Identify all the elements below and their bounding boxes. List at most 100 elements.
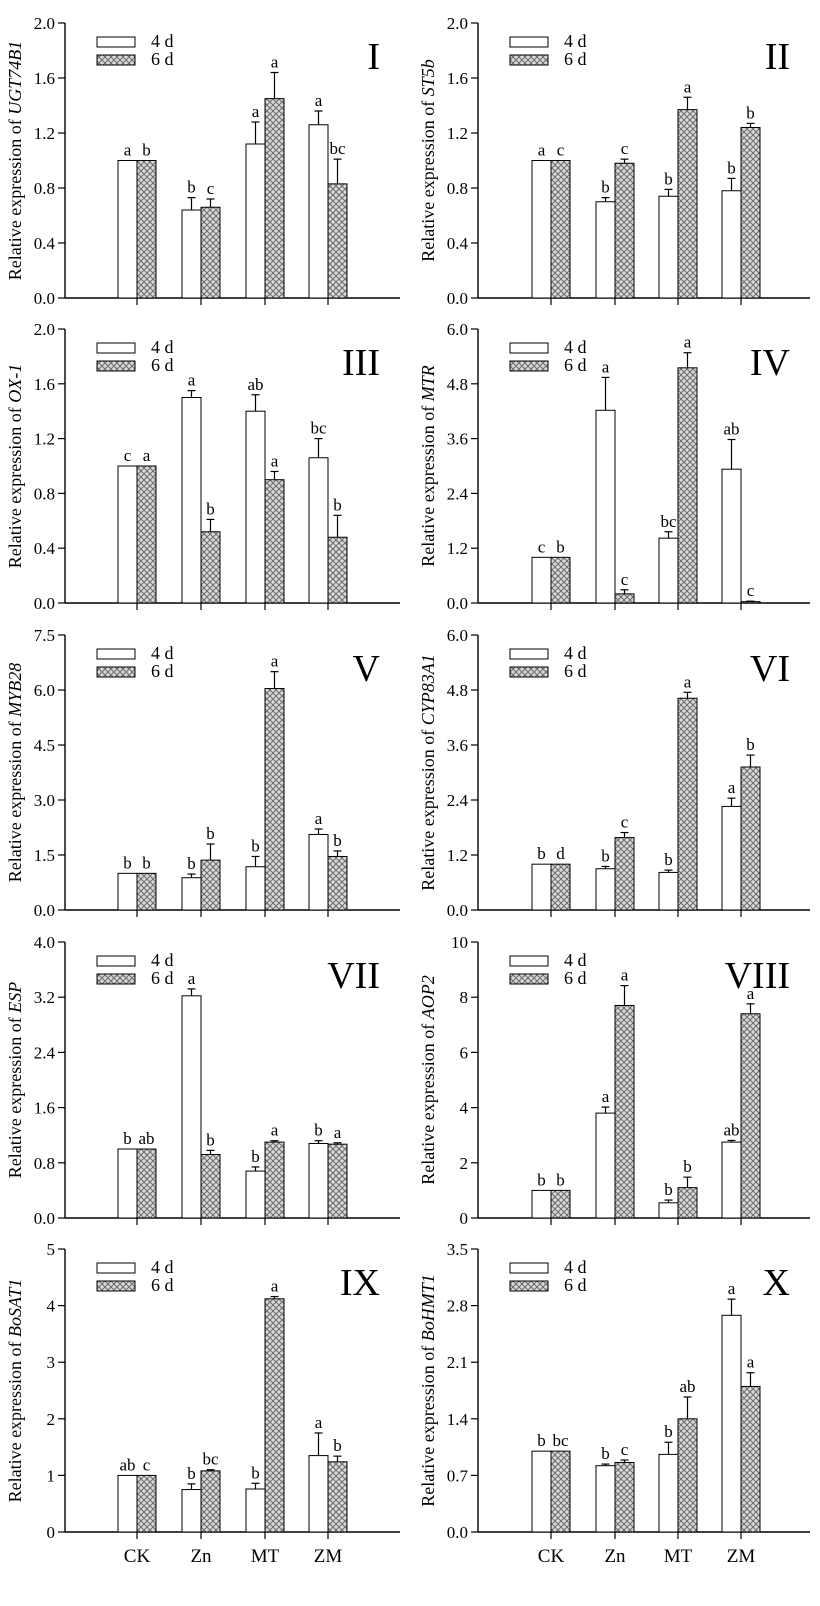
significance-letter: b [206, 1130, 215, 1149]
bar-4d-ck [117, 1148, 138, 1219]
significance-letter: a [728, 1279, 736, 1298]
x-category-label: ZM [314, 1546, 343, 1567]
legend-label-4d: 4 d [564, 31, 587, 51]
legend-swatch-4d [509, 1262, 549, 1274]
bar-4d-zm [308, 457, 329, 604]
significance-letter: b [142, 141, 151, 160]
significance-letter: a [271, 451, 279, 470]
y-tick-label: 3.6 [447, 736, 468, 755]
legend-swatch-4d [96, 342, 136, 354]
y-tick-label: 10 [451, 933, 468, 952]
significance-letter: b [251, 1147, 260, 1166]
bar-4d-zn [181, 397, 202, 604]
significance-letter: ab [247, 375, 263, 394]
y-tick-label: 0.8 [34, 179, 55, 198]
legend-label-6d: 6 d [151, 49, 174, 69]
y-tick-label: 3.5 [447, 1240, 468, 1259]
bar-6d-zm [327, 1143, 348, 1219]
legend-swatch-6d [509, 973, 549, 985]
panel-number: X [763, 1262, 790, 1304]
significance-letter: c [207, 179, 215, 198]
x-category-label: CK [124, 1546, 151, 1567]
legend-label-6d: 6 d [151, 1275, 174, 1295]
bar-6d-zn [614, 1004, 635, 1219]
bar-4d-ck [531, 556, 552, 604]
y-tick-label: 5 [47, 1240, 56, 1259]
significance-letter: a [602, 1087, 610, 1106]
y-tick-label: 3.0 [34, 791, 55, 810]
legend-swatch-6d [96, 973, 136, 985]
y-tick-label: 4.0 [34, 933, 55, 952]
y-tick-label: 1.2 [447, 846, 468, 865]
significance-letter: a [315, 1413, 323, 1432]
x-category-label: Zn [190, 1546, 212, 1567]
y-tick-label: 2.4 [447, 791, 469, 810]
y-tick-label: 4 [460, 1099, 469, 1118]
y-tick-label: 0.0 [447, 901, 468, 920]
y-axis-title: Relative expression of OX-1 [5, 364, 25, 568]
legend-label-4d: 4 d [151, 950, 174, 970]
bar-4d-mt [245, 410, 266, 604]
legend-swatch-6d [509, 666, 549, 678]
panel-number: III [342, 342, 380, 384]
significance-letter: c [621, 813, 629, 832]
significance-letter: a [728, 778, 736, 797]
panel-number: VIII [725, 955, 790, 997]
legend-label-6d: 6 d [564, 355, 587, 375]
y-tick-label: 2.8 [447, 1297, 468, 1316]
y-tick-label: 2.0 [34, 14, 55, 33]
legend-label-6d: 6 d [564, 1275, 587, 1295]
bar-6d-mt [677, 109, 698, 299]
significance-letter: b [206, 499, 215, 518]
y-tick-label: 0.0 [447, 1523, 468, 1542]
y-tick-label: 0.0 [34, 901, 55, 920]
significance-letter: b [727, 158, 736, 177]
bar-6d-mt [264, 98, 285, 299]
y-tick-label: 6.0 [447, 320, 468, 339]
bar-6d-ck [550, 1450, 571, 1533]
significance-letter: b [601, 846, 610, 865]
legend-label-4d: 4 d [564, 337, 587, 357]
bar-6d-mt [264, 688, 285, 911]
bar-6d-zm [740, 601, 761, 604]
bar-6d-zn [614, 593, 635, 604]
significance-letter: b [746, 103, 755, 122]
y-tick-label: 1.2 [447, 539, 468, 558]
bar-4d-mt [658, 871, 679, 911]
significance-letter: b [333, 495, 342, 514]
y-tick-label: 4.8 [447, 375, 468, 394]
y-tick-label: 0 [47, 1523, 56, 1542]
significance-letter: b [664, 850, 673, 869]
y-tick-label: 2 [47, 1410, 56, 1429]
significance-letter: b [746, 735, 755, 754]
bar-6d-ck [136, 1474, 157, 1533]
significance-letter: a [315, 809, 323, 828]
y-tick-label: 4.5 [34, 736, 55, 755]
legend-swatch-6d [96, 360, 136, 372]
y-axis-title: Relative expression of ST5b [418, 59, 438, 261]
significance-letter: b [187, 178, 196, 197]
significance-letter: bc [329, 139, 346, 158]
significance-letter: a [684, 333, 692, 352]
bar-4d-zm [721, 1141, 742, 1219]
significance-letter: a [602, 357, 610, 376]
y-tick-label: 7.5 [34, 626, 55, 645]
significance-letter: b [664, 1422, 673, 1441]
bar-6d-mt [677, 1187, 698, 1219]
bar-4d-zm [721, 190, 742, 299]
bar-6d-zm [327, 183, 348, 299]
legend-label-6d: 6 d [564, 968, 587, 988]
bar-4d-ck [117, 465, 138, 604]
y-tick-label: 2 [460, 1154, 469, 1173]
significance-letter: a [334, 1123, 342, 1142]
y-tick-label: 0.7 [447, 1466, 469, 1485]
legend-swatch-4d [509, 342, 549, 354]
significance-letter: b [251, 836, 260, 855]
x-category-label: MT [664, 1546, 693, 1567]
bar-4d-zn [181, 877, 202, 911]
bar-6d-mt [677, 367, 698, 604]
significance-letter: ab [679, 1377, 695, 1396]
x-category-label: Zn [604, 1546, 626, 1567]
bar-4d-zn [181, 209, 202, 299]
